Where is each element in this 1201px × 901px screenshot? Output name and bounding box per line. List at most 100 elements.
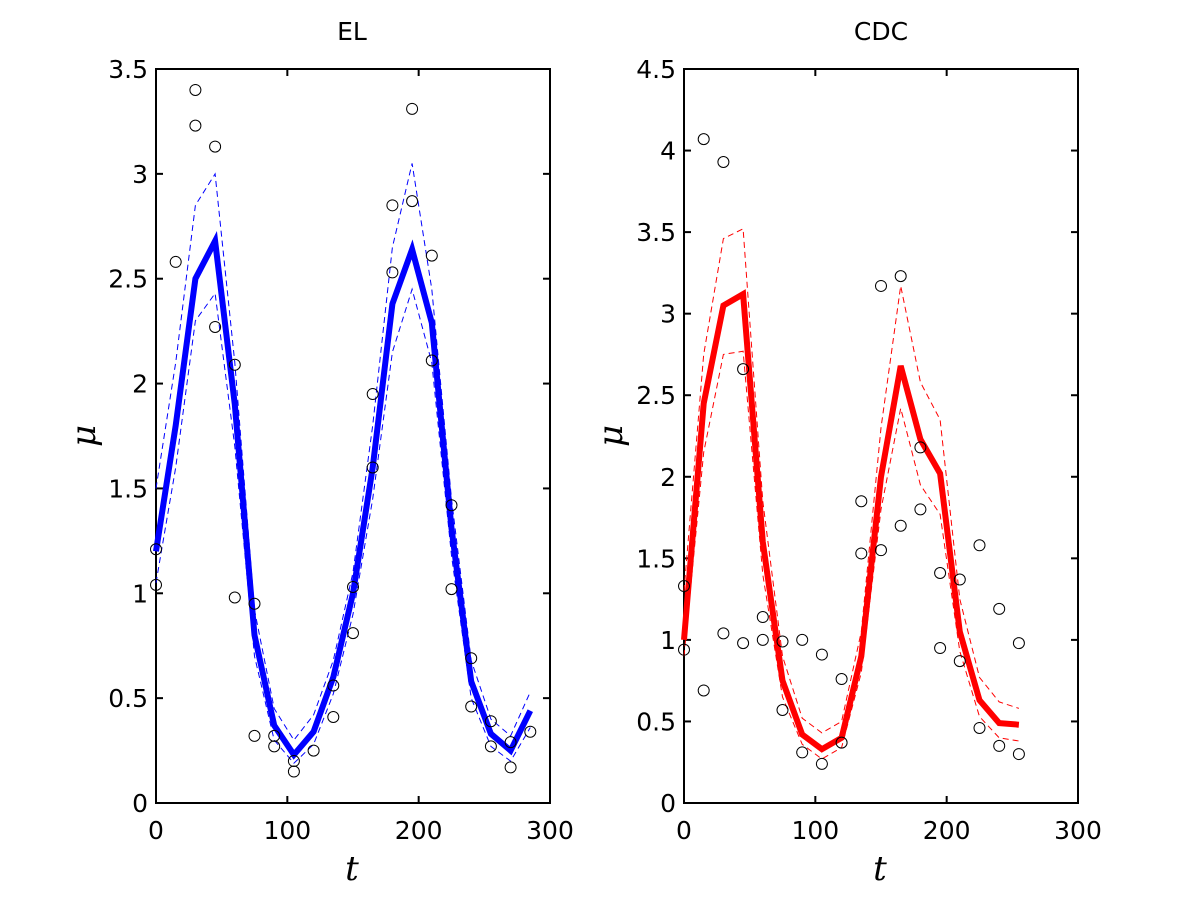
data-point <box>445 499 458 512</box>
data-point <box>484 740 497 753</box>
y-tick-label: 1.5 <box>636 544 676 573</box>
data-point <box>993 739 1006 752</box>
series-line-estimate <box>153 231 533 760</box>
series-line-estimate <box>681 289 1020 753</box>
data-point <box>150 543 162 556</box>
data-point <box>875 544 887 557</box>
data-point <box>914 441 927 454</box>
data-point <box>737 637 750 650</box>
data-point <box>209 320 222 333</box>
data-point <box>815 757 828 770</box>
data-point <box>445 583 458 596</box>
series-line-lower-band <box>155 287 531 764</box>
series-line-upper-band <box>155 163 531 741</box>
data-point <box>894 519 907 532</box>
data-point <box>973 721 986 734</box>
data-point <box>268 740 281 753</box>
data-point <box>425 249 438 262</box>
data-point <box>875 279 887 292</box>
x-tick-label: 200 <box>923 816 971 845</box>
y-tick-label: 2 <box>660 463 676 492</box>
data-point <box>347 627 359 640</box>
data-point <box>406 102 419 115</box>
y-tick-label: 0.5 <box>108 684 148 713</box>
data-point <box>776 635 789 648</box>
data-point <box>717 155 730 168</box>
x-axis-label: t <box>345 849 359 889</box>
data-point <box>366 461 379 474</box>
data-point <box>815 648 828 661</box>
data-point <box>248 597 261 610</box>
data-point <box>386 266 399 279</box>
data-point <box>934 642 947 655</box>
data-point <box>484 715 497 728</box>
data-point <box>386 199 399 212</box>
chart-title: EL <box>337 17 367 46</box>
data-point <box>327 711 340 724</box>
data-point <box>366 388 379 401</box>
y-tick-label: 2.5 <box>108 265 148 294</box>
data-point <box>169 255 182 268</box>
data-point <box>327 679 340 692</box>
data-point <box>953 655 966 668</box>
x-tick-label: 0 <box>148 816 164 845</box>
panel-cdc: CDC t μ 0 100 200 300 0 0.5 1 1.5 2 2.5 3 3.5 4 4.5 <box>591 17 1102 889</box>
y-tick-label: 4.5 <box>636 55 676 84</box>
y-tick-label: 3 <box>660 300 676 329</box>
data-point <box>914 503 927 516</box>
data-point <box>953 573 966 586</box>
data-point <box>737 363 750 376</box>
plot-frame <box>155 68 551 804</box>
data-point <box>465 652 478 665</box>
series-line-upper-band <box>683 228 1020 734</box>
data-point <box>697 684 710 697</box>
data-point <box>796 746 809 759</box>
x-tick-label: 300 <box>1054 816 1102 845</box>
data-point <box>347 580 359 593</box>
data-point <box>894 270 907 283</box>
data-point <box>756 633 769 646</box>
data-point <box>189 119 202 132</box>
y-tick-label: 1 <box>132 579 148 608</box>
data-point <box>524 725 537 738</box>
x-axis-label: t <box>873 849 887 889</box>
data-point <box>796 633 809 646</box>
y-tick-label: 3.5 <box>636 218 676 247</box>
data-point <box>756 611 769 624</box>
data-point <box>697 133 710 146</box>
data-point <box>678 643 690 656</box>
chart-title: CDC <box>854 17 908 46</box>
y-tick-label: 0.5 <box>636 707 676 736</box>
data-point <box>228 358 241 371</box>
y-tick-label: 0 <box>132 789 148 818</box>
x-tick-label: 100 <box>263 816 311 845</box>
y-tick-label: 1 <box>660 626 676 655</box>
data-point <box>835 736 848 749</box>
y-tick-label: 0 <box>660 789 676 818</box>
data-point <box>1012 637 1025 650</box>
y-tick-label: 2 <box>132 370 148 399</box>
x-tick-label: 300 <box>526 816 574 845</box>
data-point <box>855 495 868 508</box>
data-point <box>209 140 222 153</box>
x-tick-label: 200 <box>395 816 443 845</box>
y-tick-label: 3.5 <box>108 55 148 84</box>
y-tick-label: 2.5 <box>636 381 676 410</box>
data-point <box>993 602 1006 615</box>
y-axis-label: μ <box>64 425 104 447</box>
data-point <box>678 580 690 593</box>
x-tick-label: 0 <box>676 816 692 845</box>
data-point <box>248 729 261 742</box>
data-point <box>973 539 986 552</box>
data-point <box>425 354 438 367</box>
x-tick-label: 100 <box>791 816 839 845</box>
y-tick-label: 1.5 <box>108 474 148 503</box>
data-point <box>189 83 202 96</box>
data-point <box>1012 748 1025 761</box>
data-point <box>465 700 478 713</box>
y-tick-label: 3 <box>132 160 148 189</box>
plot-frame <box>683 68 1079 804</box>
data-point <box>776 704 789 717</box>
panel-el: EL t μ 0 100 200 300 0 0.5 1 1.5 2 2.5 3 3.5 <box>64 17 574 889</box>
